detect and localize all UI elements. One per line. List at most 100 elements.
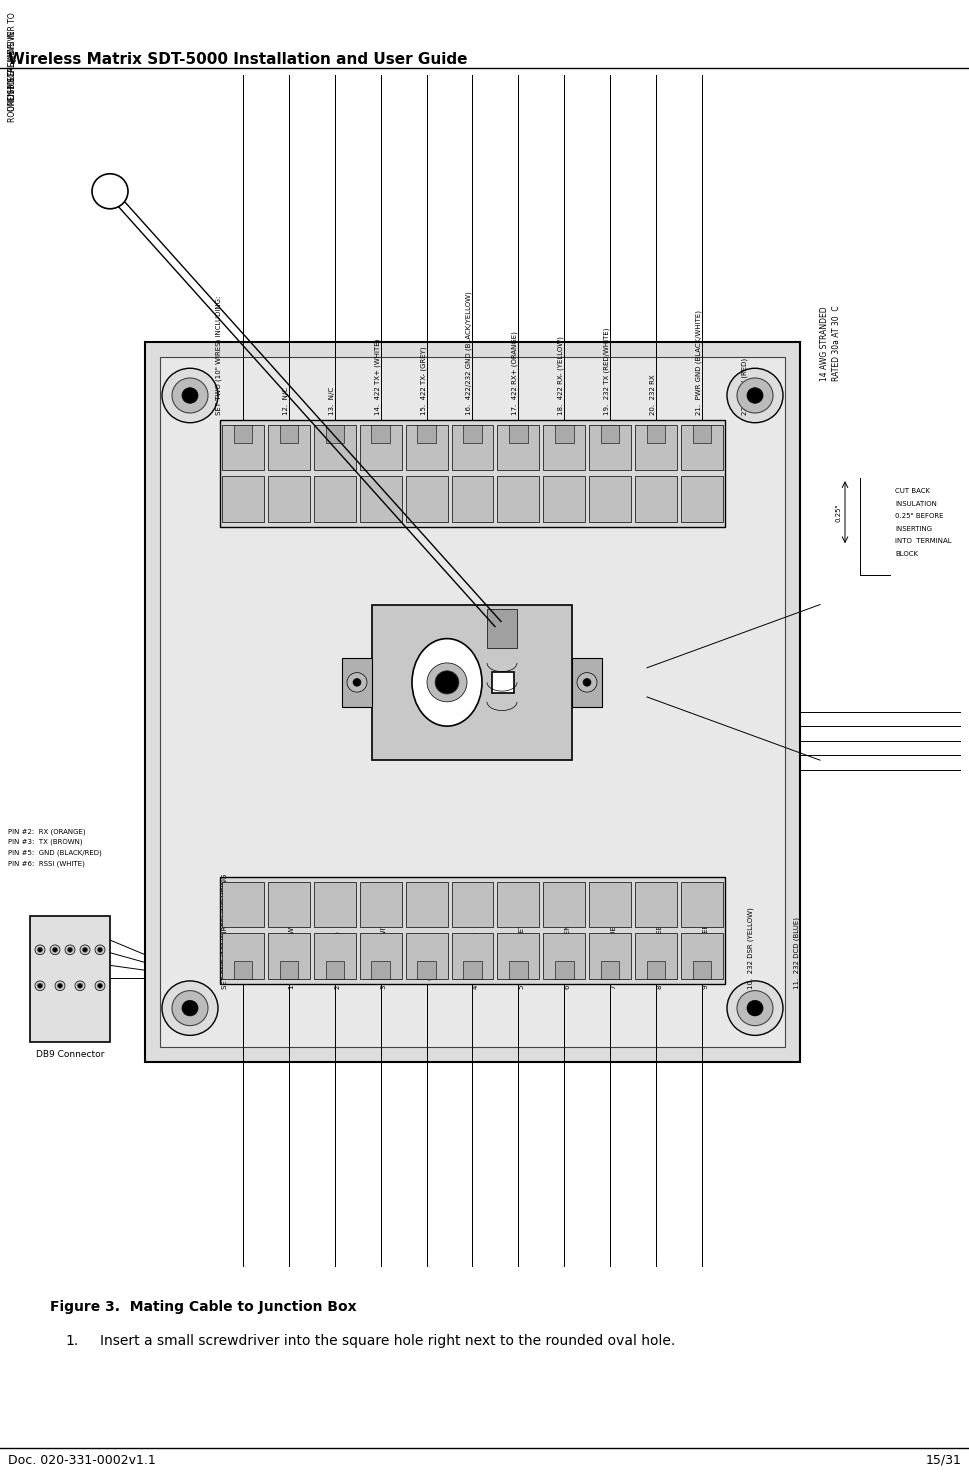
Bar (601, 961, 619, 979)
Text: 17.  422 RX+ (ORANGE): 17. 422 RX+ (ORANGE) (512, 331, 517, 415)
Bar (601, 424, 619, 443)
Bar (359, 933, 401, 979)
Bar (572, 658, 602, 707)
Bar (509, 961, 527, 979)
Text: INSULATION: INSULATION (894, 500, 936, 506)
Ellipse shape (412, 639, 482, 726)
Text: Doc. 020-331-0002v1.1: Doc. 020-331-0002v1.1 (8, 1454, 156, 1466)
Circle shape (182, 1001, 198, 1016)
Bar (267, 933, 309, 979)
Bar (588, 477, 631, 523)
Text: 15/31: 15/31 (925, 1454, 961, 1466)
Text: DB9 Connector: DB9 Connector (36, 1050, 104, 1058)
Bar (497, 882, 539, 927)
Circle shape (35, 980, 45, 991)
Text: 0.25" BEFORE: 0.25" BEFORE (894, 514, 943, 520)
Circle shape (162, 368, 218, 422)
Bar (314, 933, 356, 979)
Bar (234, 961, 252, 979)
Bar (635, 424, 676, 471)
Bar (491, 671, 514, 693)
Text: 3.  TST/ALRM/SWITCH GND: 3. TST/ALRM/SWITCH GND (380, 895, 387, 989)
Bar (497, 933, 539, 979)
Bar (452, 933, 493, 979)
Text: 6.  MATCH (GREEN): 6. MATCH (GREEN) (564, 921, 570, 989)
Bar (222, 477, 264, 523)
Circle shape (92, 174, 128, 209)
Text: PIN #5:  GND (BLACK/RED): PIN #5: GND (BLACK/RED) (8, 849, 102, 857)
Circle shape (182, 387, 198, 403)
Bar (359, 882, 401, 927)
Bar (279, 424, 297, 443)
Circle shape (50, 945, 60, 955)
Circle shape (353, 679, 360, 686)
Circle shape (35, 945, 45, 955)
Circle shape (172, 378, 207, 414)
Bar (692, 961, 710, 979)
Text: PIN #6:  RSSI (WHITE): PIN #6: RSSI (WHITE) (8, 860, 85, 867)
Bar (680, 477, 722, 523)
Text: 20.  232 RX: 20. 232 RX (649, 374, 655, 415)
Bar (326, 961, 344, 979)
Bar (452, 424, 493, 471)
Text: INTO  TERMINAL: INTO TERMINAL (894, 539, 951, 545)
Bar (314, 882, 356, 927)
Bar (588, 424, 631, 471)
Circle shape (746, 387, 763, 403)
Bar (279, 961, 297, 979)
Bar (554, 424, 573, 443)
Circle shape (98, 948, 103, 952)
Bar (372, 605, 572, 760)
Bar (543, 477, 584, 523)
Bar (497, 424, 539, 471)
Bar (405, 424, 447, 471)
Text: 2.  TST RX (RED): 2. TST RX (RED) (334, 930, 341, 989)
Bar (267, 882, 309, 927)
Bar (588, 882, 631, 927)
Text: OPEN METAL JAWS IN: OPEN METAL JAWS IN (8, 31, 17, 110)
Bar (314, 424, 356, 471)
Circle shape (736, 378, 772, 414)
Text: ROUND HOLE: ROUND HOLE (8, 71, 17, 122)
Text: USE SCREWDRIVER TO: USE SCREWDRIVER TO (8, 12, 17, 99)
Circle shape (577, 673, 596, 692)
Bar (405, 933, 447, 979)
Bar (326, 424, 344, 443)
Text: 13.  N/C: 13. N/C (328, 387, 334, 415)
Circle shape (95, 945, 105, 955)
Text: SET TWO (10" WIRES) INCLUDING:: SET TWO (10" WIRES) INCLUDING: (215, 296, 222, 415)
Bar (220, 877, 724, 983)
Bar (371, 961, 390, 979)
Bar (646, 424, 665, 443)
Bar (543, 933, 584, 979)
Text: 21.  PWR GND (BLACK/WHITE): 21. PWR GND (BLACK/WHITE) (695, 311, 702, 415)
Text: 0.25": 0.25" (835, 503, 841, 521)
Circle shape (79, 945, 90, 955)
Text: 9.  232 DTR (GREEN): 9. 232 DTR (GREEN) (702, 916, 707, 989)
Bar (680, 424, 722, 471)
Text: (BLACK/RED): (BLACK/RED) (426, 935, 432, 989)
Text: BLOCK: BLOCK (894, 551, 917, 556)
Circle shape (65, 945, 75, 955)
Circle shape (426, 662, 466, 702)
Bar (267, 477, 309, 523)
Bar (417, 961, 435, 979)
Circle shape (172, 991, 207, 1026)
Bar (543, 882, 584, 927)
Bar (635, 477, 676, 523)
Text: PIN #2:  RX (ORANGE): PIN #2: RX (ORANGE) (8, 829, 85, 835)
Text: 4.  RSSI (WHITE): 4. RSSI (WHITE) (472, 932, 479, 989)
Bar (144, 342, 799, 1061)
Bar (463, 961, 482, 979)
Circle shape (582, 679, 590, 686)
Bar (463, 424, 482, 443)
Circle shape (38, 948, 43, 952)
Bar (222, 882, 264, 927)
Text: 14.  422 TX+ (WHITE): 14. 422 TX+ (WHITE) (374, 339, 380, 415)
Circle shape (75, 980, 85, 991)
Bar (359, 477, 401, 523)
Circle shape (726, 980, 782, 1035)
Text: 8.  232 CTS (GREEN/WHITE): 8. 232 CTS (GREEN/WHITE) (655, 892, 662, 989)
Circle shape (68, 948, 73, 952)
Bar (417, 424, 435, 443)
